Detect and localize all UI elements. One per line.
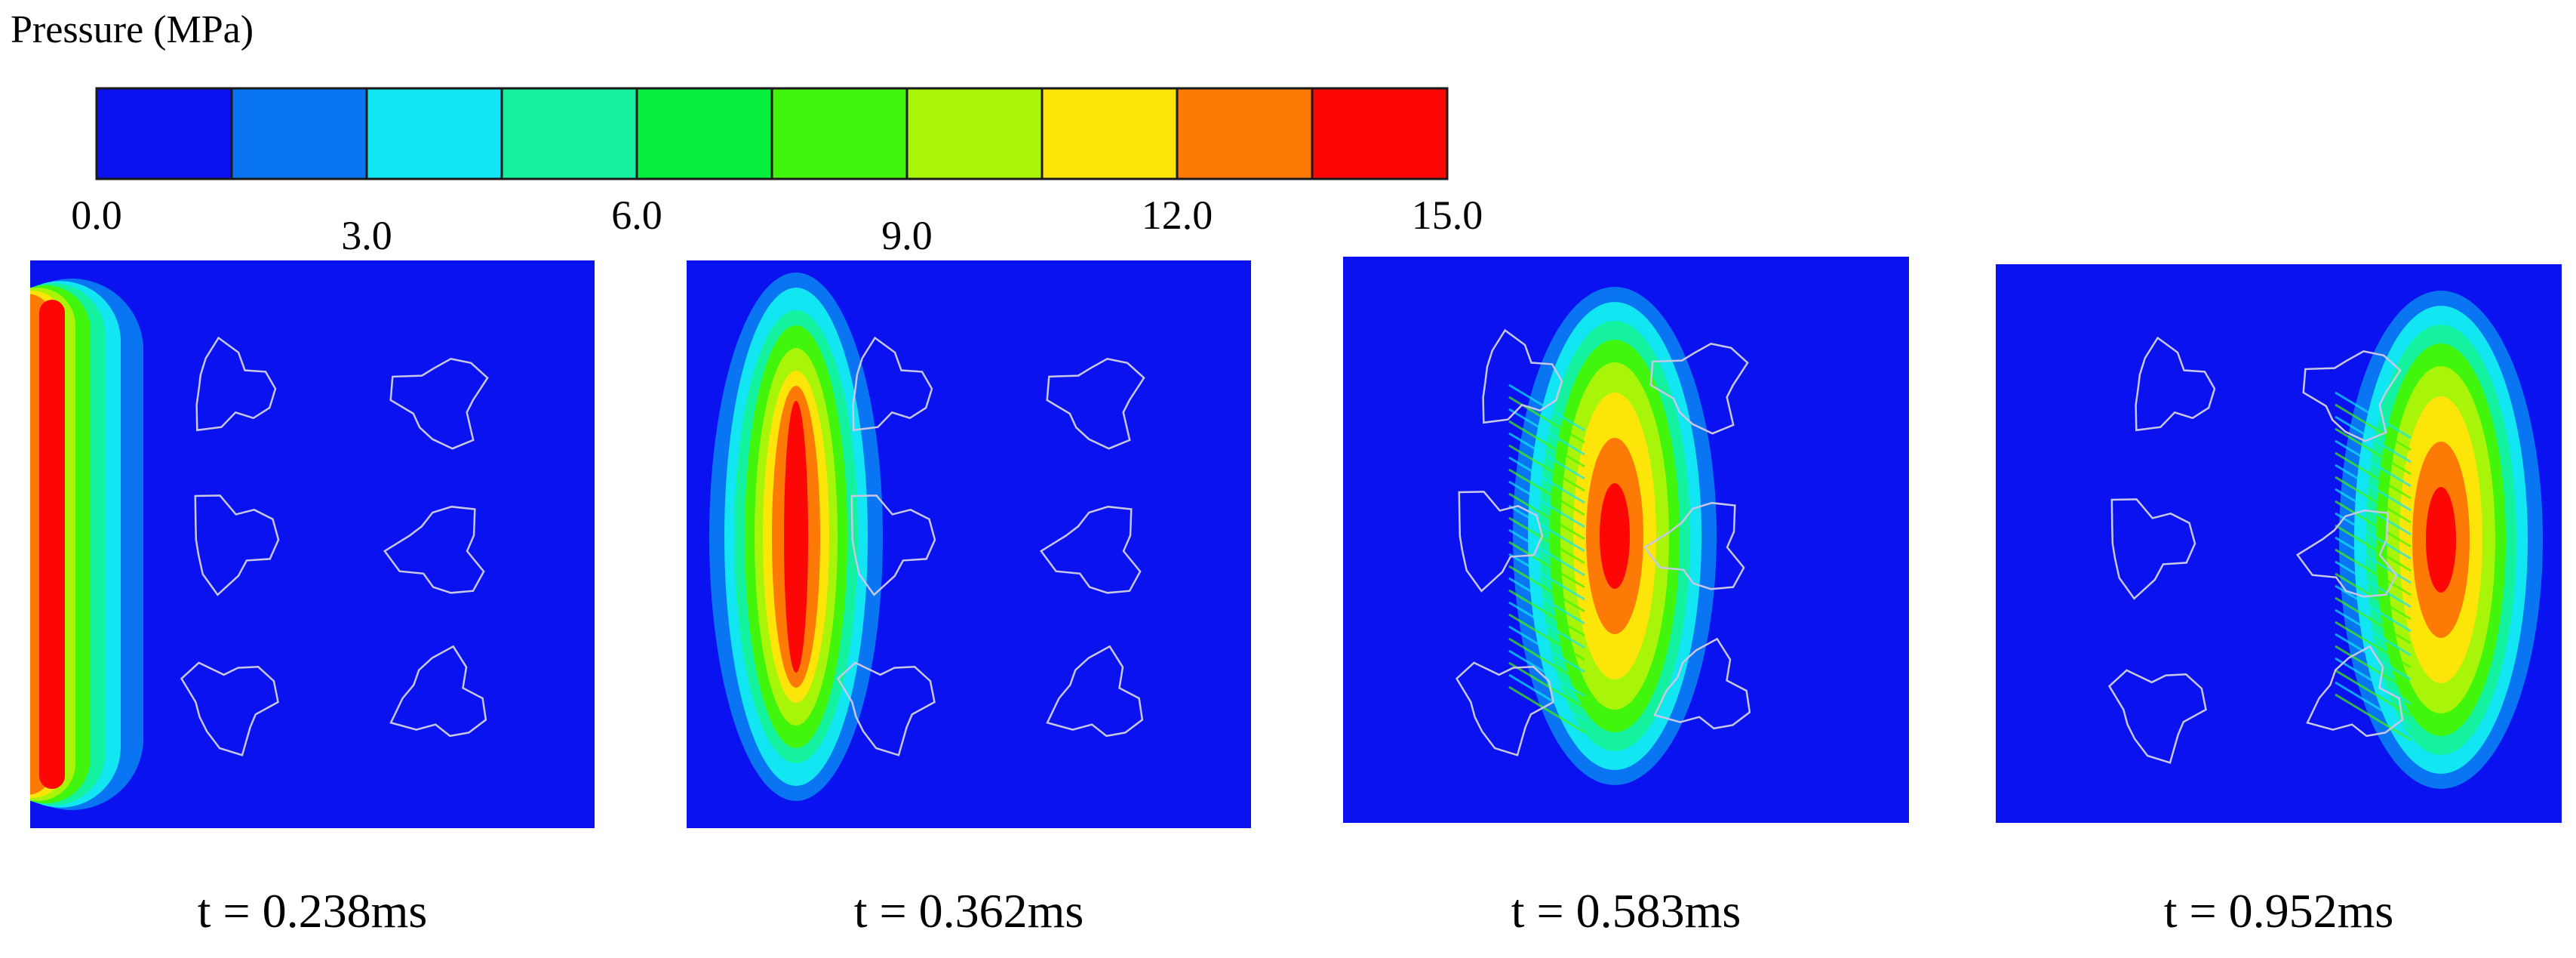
snapshot-panel [1996,264,2562,823]
colorbar-segment [1176,87,1314,180]
aggregate-outline [1455,661,1554,756]
legend-title: Pressure (MPa) [11,8,254,51]
colorbar [95,87,1449,180]
colorbar-tick-label: 15.0 [1411,193,1483,238]
pressure-wave-front [30,279,143,810]
aggregate-outline [836,661,936,756]
aggregate-outline [852,336,933,432]
aggregate-outline [2302,350,2402,442]
colorbar-segment [500,87,638,180]
colorbar-segment [1041,87,1179,180]
colorbar-tick-label: 0.0 [71,193,122,238]
pressure-wave-front [2335,291,2543,789]
colorbar-tick-label: 12.0 [1141,193,1213,238]
colorbar-tick-label: 3.0 [341,213,392,258]
aggregate-outline [180,661,279,756]
aggregate-outline [1039,505,1142,594]
colorbar-tick-label: 6.0 [611,193,662,238]
aggregate-outline [1458,491,1544,593]
pressure-wave-front [709,273,883,801]
aggregate-outline [2295,509,2398,598]
snapshot-time-label: t = 0.362ms [853,884,1084,938]
aggregate-outline [195,336,277,432]
aggregate-outline [2135,336,2216,432]
colorbar-segment [770,87,908,180]
aggregate-outline [1482,328,1563,424]
colorbar-tick-label: 9.0 [881,213,933,258]
colorbar-segment [95,87,233,180]
colorbar-segment [365,87,503,180]
colorbar-segment [230,87,368,180]
colorbar-segment [1311,87,1449,180]
snapshot-panel [687,260,1251,828]
aggregate-outline [389,645,487,738]
aggregate-outline [2306,645,2404,738]
aggregate-outline [1046,645,1144,738]
aggregate-outline [1649,342,1749,435]
aggregate-outline [194,494,280,596]
snapshot-time-label: t = 0.238ms [197,884,428,938]
aggregate-outline [383,505,485,594]
snapshot-time-label: t = 0.583ms [1511,884,1741,938]
snapshot-panel [30,260,595,828]
aggregate-outline [1653,637,1751,730]
aggregate-outline [850,494,936,596]
aggregate-outline [1046,357,1145,450]
colorbar-segment [635,87,773,180]
aggregate-outline [2110,498,2196,600]
snapshot-time-label: t = 0.952ms [2163,884,2394,938]
aggregate-outline [2107,669,2207,764]
aggregate-outline [389,357,489,450]
snapshot-panel [1343,257,1909,823]
aggregate-outline [1643,501,1745,590]
pressure-wave-front [1508,287,1717,785]
